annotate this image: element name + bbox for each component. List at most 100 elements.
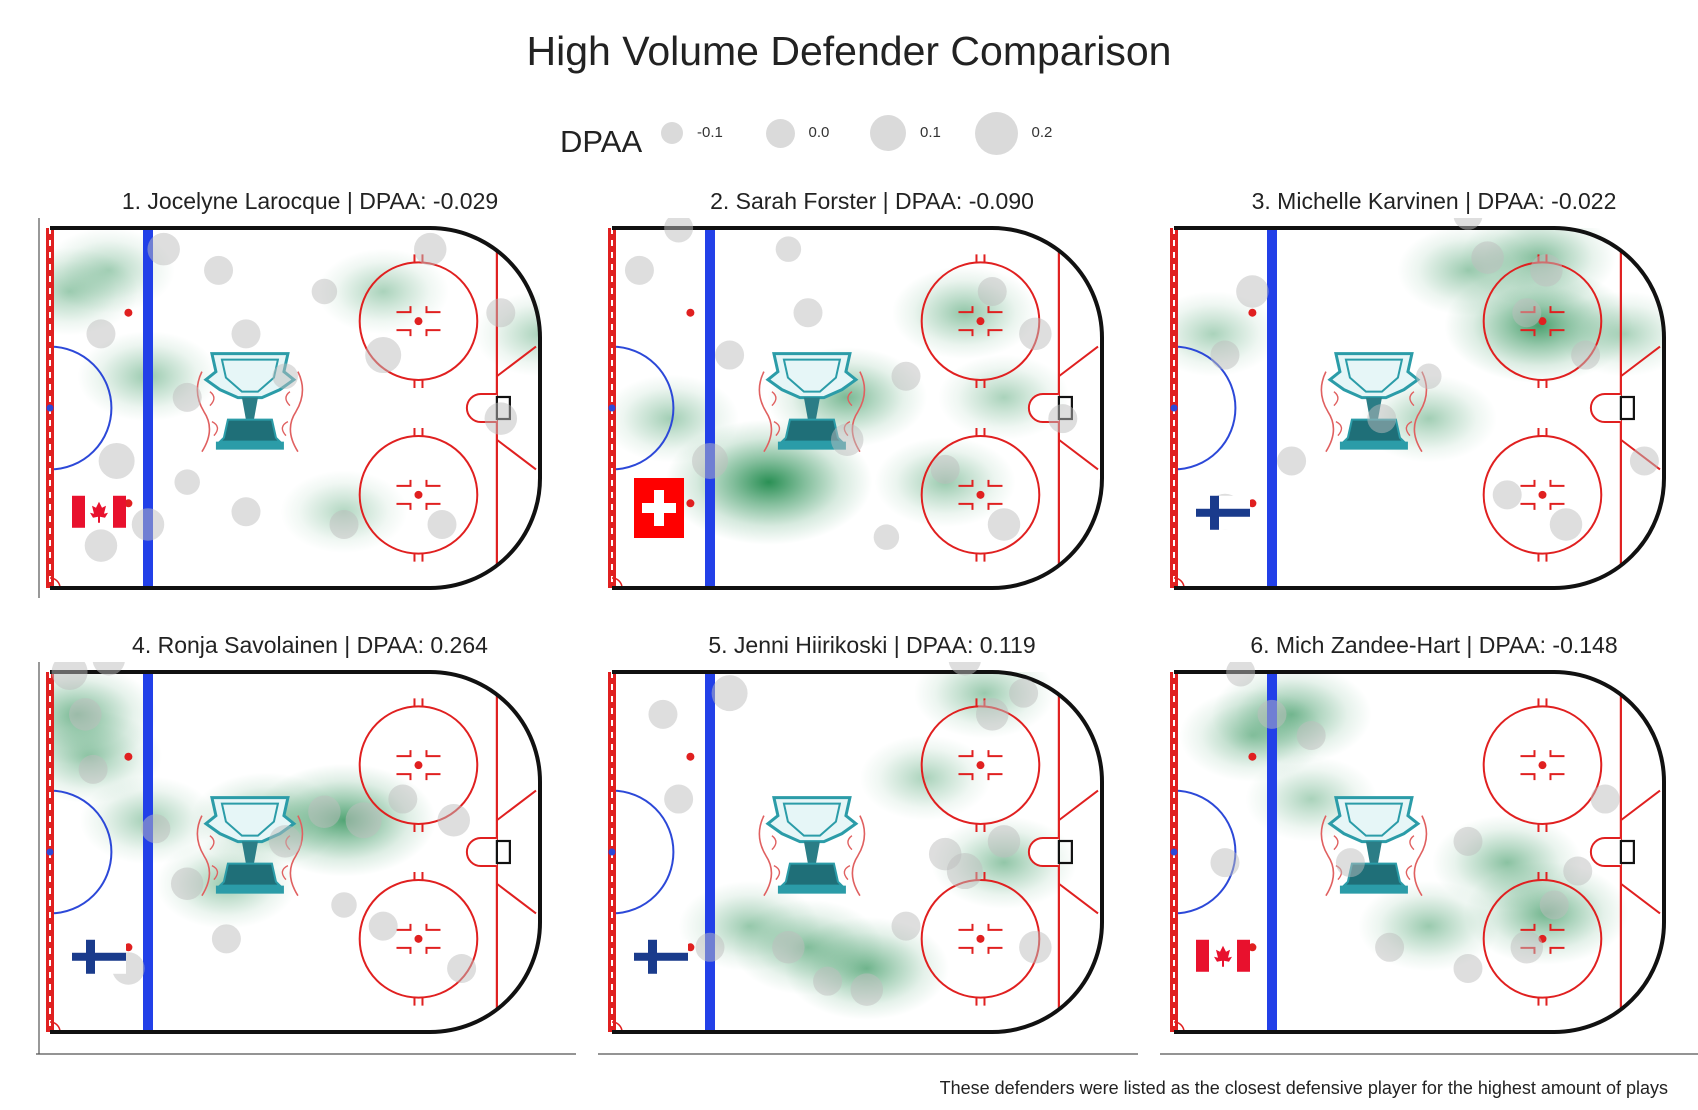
- legend-circle: [974, 111, 1018, 155]
- play-point: [813, 966, 843, 996]
- play-point: [775, 236, 802, 262]
- play-point: [1226, 662, 1256, 687]
- play-point: [147, 232, 180, 266]
- play-point: [1048, 404, 1078, 434]
- play-point: [850, 973, 884, 1006]
- play-point: [172, 382, 202, 412]
- rink-plot: [598, 662, 1138, 1055]
- play-point: [975, 698, 1009, 731]
- play-point: [977, 277, 1007, 307]
- play-point: [1019, 317, 1052, 351]
- play-point: [1009, 678, 1039, 708]
- goal-crease: [1589, 393, 1621, 423]
- legend-title: DPAA: [560, 124, 643, 159]
- play-point: [711, 675, 748, 712]
- rink-plot: [608, 218, 1104, 590]
- rink-plot: [38, 218, 542, 598]
- goal-net: [1057, 839, 1073, 865]
- legend-label: 0.1: [920, 124, 941, 141]
- rink-boards: [1174, 670, 1666, 1034]
- faceoff-circle: [358, 261, 479, 381]
- rink-boards: [612, 226, 1104, 590]
- play-point: [692, 442, 728, 479]
- legend-label: 0.2: [1031, 124, 1053, 141]
- play-point: [891, 361, 921, 391]
- play-point: [1257, 699, 1287, 729]
- play-point: [1571, 340, 1601, 370]
- play-point: [268, 825, 302, 858]
- play-point: [486, 298, 516, 328]
- play-point: [204, 255, 234, 285]
- play-point: [1539, 890, 1569, 920]
- play-point: [987, 508, 1021, 541]
- density-layer: [50, 672, 436, 929]
- play-point: [891, 911, 921, 941]
- play-point: [484, 402, 518, 435]
- play-point: [427, 509, 457, 539]
- play-point: [84, 529, 118, 562]
- rink-boards: [1174, 226, 1666, 590]
- center-circle-arc: [1173, 345, 1237, 471]
- hockey-rink: [1170, 226, 1666, 590]
- blue-line: [1267, 228, 1277, 588]
- play-point: [1019, 931, 1052, 964]
- finland-flag-icon: [634, 939, 688, 974]
- switzerland-flag-icon: [634, 478, 684, 538]
- play-point: [1453, 218, 1483, 230]
- play-point: [987, 825, 1021, 858]
- play-point: [388, 784, 418, 814]
- play-point: [413, 232, 447, 266]
- density-blob: [317, 248, 450, 335]
- rink-boards: [612, 670, 1104, 1034]
- faceoff-circle: [1482, 879, 1603, 999]
- chart-title: High Volume Defender Comparison: [526, 28, 1172, 74]
- faceoff-circle: [358, 879, 479, 999]
- finland-flag-icon: [72, 939, 126, 974]
- blue-line: [705, 672, 715, 1032]
- center-circle-arc: [611, 789, 675, 915]
- blue-line: [143, 672, 153, 1032]
- faceoff-circle: [920, 435, 1041, 555]
- density-blob: [1397, 228, 1539, 316]
- rink-plot: [1160, 662, 1698, 1055]
- play-point: [830, 423, 864, 457]
- hockey-rink: [1170, 670, 1666, 1034]
- legend-circle: [765, 118, 795, 148]
- panel-title: 1. Jocelyne Larocque | DPAA: -0.029: [121, 188, 499, 214]
- rink-boards: [50, 226, 542, 590]
- goal-net: [1619, 395, 1635, 421]
- play-point: [1530, 254, 1563, 287]
- play-point: [92, 662, 125, 676]
- play-point: [1453, 953, 1483, 983]
- play-point: [1590, 784, 1620, 814]
- faceoff-circle: [358, 435, 479, 555]
- play-point: [308, 795, 341, 829]
- play-point: [873, 524, 900, 550]
- play-point: [437, 803, 471, 837]
- canada-flag-icon: [72, 495, 126, 528]
- play-point: [1367, 404, 1397, 434]
- play-point: [331, 892, 357, 918]
- blue-line: [705, 228, 715, 588]
- legend-label: -0.1: [697, 124, 723, 141]
- play-point: [131, 508, 165, 541]
- play-point: [946, 853, 983, 890]
- goal-crease: [1027, 837, 1059, 867]
- play-point: [930, 454, 960, 484]
- play-point: [368, 911, 398, 941]
- play-point: [51, 662, 88, 690]
- faceoff-circle: [358, 705, 479, 825]
- canada-flag-icon: [1196, 939, 1250, 972]
- play-point: [1416, 363, 1442, 389]
- play-point: [329, 509, 359, 539]
- play-point: [1296, 721, 1326, 751]
- player-panel: 2. Sarah Forster | DPAA: -0.090: [598, 188, 1146, 628]
- play-point: [715, 340, 745, 370]
- play-point: [174, 469, 200, 495]
- play-point: [1549, 508, 1583, 541]
- play-point: [345, 802, 382, 839]
- big-data-cup-logo: [196, 352, 304, 453]
- play-point: [664, 784, 694, 814]
- center-circle-arc: [611, 345, 675, 471]
- play-point: [98, 442, 135, 479]
